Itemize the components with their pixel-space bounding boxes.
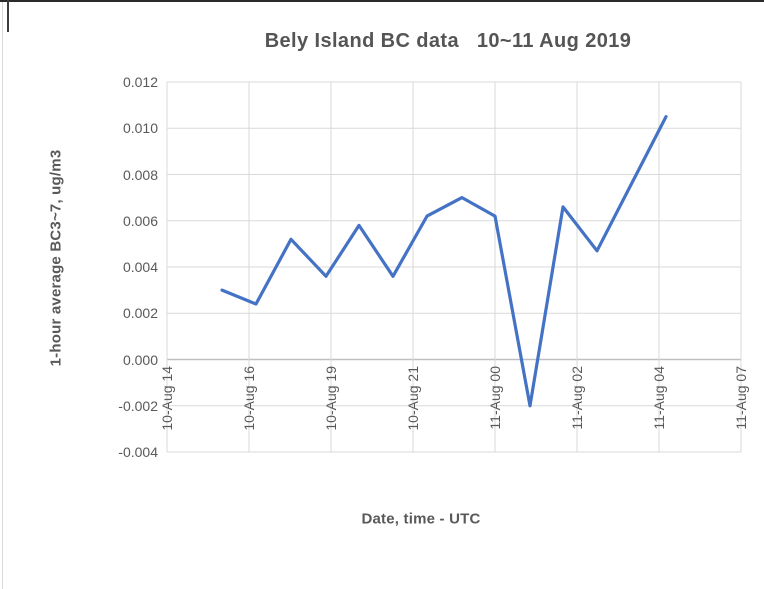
y-tick-label: 0.008: [122, 166, 158, 183]
data-line: [220, 115, 668, 408]
x-tick-label: 11-Aug 00: [487, 366, 503, 430]
x-tick-label: 11-Aug 07: [733, 366, 749, 430]
y-tick-label: 0.000: [122, 351, 158, 368]
chart-left-border: [2, 2, 3, 589]
y-tick-label: 0.004: [122, 259, 158, 275]
x-tick-label: 10-Aug 19: [323, 366, 339, 431]
chart-title: Bely Island BC data 10~11 Aug 2019: [264, 30, 632, 52]
x-axis-title: Date, time - UTC: [361, 510, 481, 528]
y-tick-label: -0.002: [118, 397, 158, 414]
y-tick-label: 0.012: [122, 74, 158, 90]
y-tick-label: 0.006: [122, 212, 158, 229]
y-tick-label: 0.002: [122, 305, 158, 322]
x-tick-label: 10-Aug 14: [159, 366, 175, 431]
y-tick-label: 0.010: [122, 120, 158, 137]
x-tick-label: 10-Aug 21: [405, 366, 421, 431]
x-tick-label: 11-Aug 02: [569, 366, 585, 430]
x-tick-label: 10-Aug 16: [241, 366, 257, 431]
spreadsheet-top-border-artifact: [0, 0, 764, 2]
y-tick-label: -0.004: [118, 444, 158, 460]
spreadsheet-cell-border-artifact: [7, 0, 9, 32]
x-tick-label: 11-Aug 04: [651, 366, 667, 430]
